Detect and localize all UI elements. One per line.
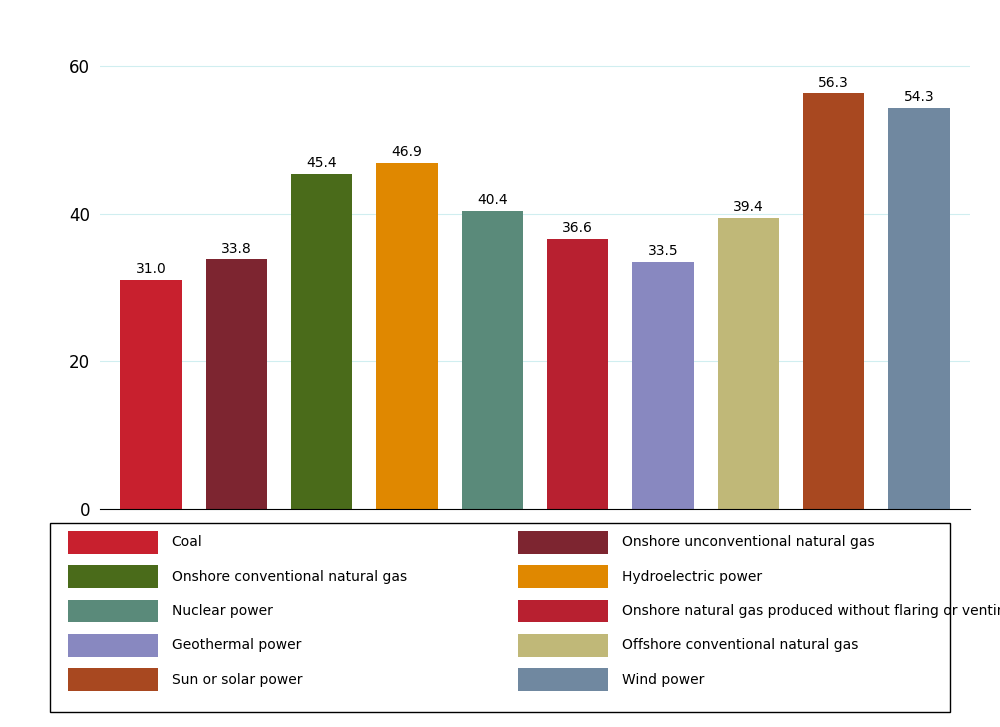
Text: 45.4: 45.4 (306, 156, 337, 170)
FancyBboxPatch shape (518, 566, 608, 588)
Text: 56.3: 56.3 (818, 76, 849, 89)
Text: 31.0: 31.0 (136, 262, 167, 276)
Bar (206, 260, 267, 509)
Text: 40.4: 40.4 (477, 193, 508, 207)
FancyBboxPatch shape (68, 600, 158, 622)
FancyBboxPatch shape (50, 523, 950, 712)
Text: 33.5: 33.5 (648, 244, 678, 258)
Text: Onshore unconventional natural gas: Onshore unconventional natural gas (622, 535, 874, 550)
Text: Coal: Coal (172, 535, 202, 550)
Bar (547, 238, 608, 509)
Text: 36.6: 36.6 (562, 221, 593, 235)
Text: Onshore natural gas produced without flaring or venting: Onshore natural gas produced without fla… (622, 604, 1000, 618)
Text: Onshore conventional natural gas: Onshore conventional natural gas (172, 570, 407, 584)
Bar (718, 218, 779, 509)
Bar (803, 93, 864, 509)
Text: Offshore conventional natural gas: Offshore conventional natural gas (622, 638, 858, 652)
Text: Wind power: Wind power (622, 672, 704, 687)
Bar (376, 163, 438, 509)
FancyBboxPatch shape (68, 634, 158, 656)
Text: 54.3: 54.3 (904, 90, 934, 105)
Text: Nuclear power: Nuclear power (172, 604, 272, 618)
FancyBboxPatch shape (68, 531, 158, 554)
Text: 33.8: 33.8 (221, 241, 252, 256)
Bar (120, 280, 182, 509)
Bar (462, 211, 523, 509)
Text: 39.4: 39.4 (733, 201, 764, 214)
Text: Geothermal power: Geothermal power (172, 638, 301, 652)
FancyBboxPatch shape (518, 634, 608, 656)
Text: Sun or solar power: Sun or solar power (172, 672, 302, 687)
Text: Hydroelectric power: Hydroelectric power (622, 570, 762, 584)
Bar (888, 108, 950, 509)
Bar (632, 262, 694, 509)
FancyBboxPatch shape (518, 531, 608, 554)
FancyBboxPatch shape (518, 668, 608, 691)
FancyBboxPatch shape (68, 566, 158, 588)
FancyBboxPatch shape (518, 600, 608, 622)
FancyBboxPatch shape (68, 668, 158, 691)
Text: 46.9: 46.9 (392, 145, 422, 159)
Bar (291, 174, 352, 509)
